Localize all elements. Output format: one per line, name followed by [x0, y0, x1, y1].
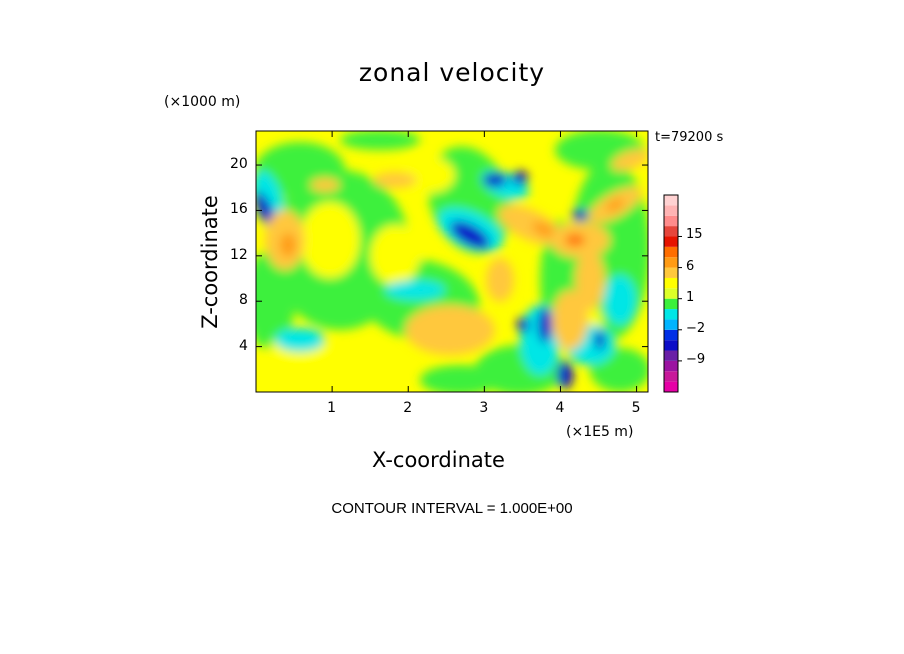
x-axis-label: X-coordinate: [372, 448, 505, 472]
field-patch-35: [280, 233, 296, 257]
colorbar-band: [664, 277, 678, 289]
colorbar-frame: [663, 194, 679, 393]
field-patch-32: [517, 317, 529, 333]
z-tick-label: 8: [239, 292, 248, 309]
field-patch-9: [420, 365, 500, 392]
field-patch-38: [532, 221, 558, 239]
field-patch-29: [538, 307, 552, 343]
colorbar: [663, 194, 682, 393]
field-patch-8: [340, 131, 420, 150]
z-tick-label: 4: [239, 337, 248, 354]
chart-title: zonal velocity: [358, 58, 546, 87]
field-patch-33: [595, 330, 605, 350]
colorbar-band: [664, 350, 678, 361]
field-patch-36: [405, 305, 495, 355]
field-patch-43: [552, 290, 588, 350]
colorbar-band: [664, 236, 678, 247]
field-patch-40: [565, 234, 585, 246]
field-patch-7: [256, 250, 295, 350]
field-patch-47: [610, 149, 648, 171]
field-patch-13: [370, 225, 420, 285]
z-tick-label: 16: [230, 201, 248, 218]
field-patch-25: [256, 191, 276, 229]
field-patch-48: [486, 258, 514, 302]
colorbar-band: [664, 195, 678, 206]
colorbar-band: [664, 215, 678, 227]
x-tick-label: 5: [631, 400, 641, 416]
x-tick-label: 3: [479, 400, 489, 416]
colorbar-label: −2: [686, 320, 706, 336]
field-patch-20: [275, 328, 325, 352]
field-patch-46: [310, 178, 340, 192]
x-axis-units: (×1E5 m): [566, 424, 634, 440]
colorbar-band: [664, 381, 678, 392]
contour-interval: CONTOUR INTERVAL = 1.000E+00: [331, 500, 573, 517]
colorbar-band: [664, 267, 678, 278]
field-patch-45: [373, 172, 417, 188]
colorbar-band: [664, 257, 678, 268]
contour-field: [256, 131, 648, 392]
colorbar-band: [664, 298, 678, 310]
colorbar-label: 1: [686, 289, 695, 305]
z-tick-label: 12: [230, 246, 248, 263]
colorbar-label: 15: [686, 227, 703, 243]
colorbar-band: [664, 226, 678, 237]
colorbar-band: [664, 329, 678, 341]
time-label: t=79200 s: [655, 130, 724, 145]
colorbar-band: [664, 246, 678, 258]
colorbar-band: [664, 371, 678, 382]
field-patch-28: [512, 171, 528, 185]
field-patch-44: [575, 250, 605, 310]
field-patch-26: [450, 221, 490, 249]
field-patch-30: [557, 361, 573, 389]
colorbar-band: [664, 340, 678, 351]
colorbar-band: [664, 309, 678, 320]
x-tick-label: 4: [555, 400, 565, 416]
field-patch-31: [572, 209, 588, 221]
z-axis-units: (×1000 m): [164, 94, 241, 110]
colorbar-band: [664, 319, 678, 330]
plot-frame: [255, 130, 649, 393]
field-patch-19: [385, 280, 445, 300]
field-patch-15: [405, 157, 455, 193]
colorbar-band: [664, 205, 678, 216]
colorbar-label: −9: [686, 351, 706, 367]
field-patch-24: [604, 275, 636, 325]
x-tick-label: 2: [403, 400, 413, 416]
colorbar-band: [664, 360, 678, 372]
z-tick-label: 20: [230, 156, 248, 173]
field-patch-42: [605, 198, 625, 212]
field-patch-27: [483, 173, 507, 187]
colorbar-label: 6: [686, 258, 695, 274]
colorbar-band: [664, 288, 678, 299]
x-tick-label: 1: [327, 400, 337, 416]
field-patch-12: [300, 202, 360, 278]
